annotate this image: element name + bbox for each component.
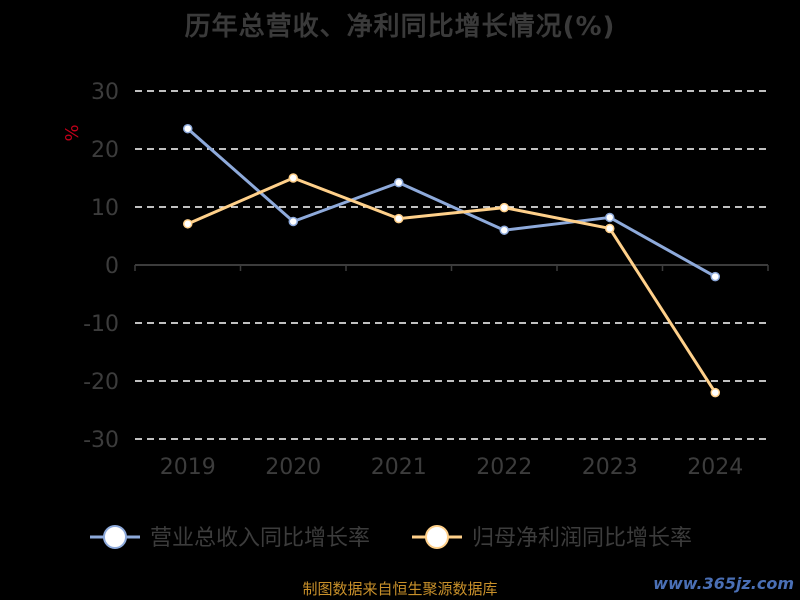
data-point bbox=[394, 213, 404, 224]
x-tick-label: 2023 bbox=[582, 455, 638, 480]
y-axis-label: % bbox=[62, 124, 83, 141]
data-point bbox=[499, 225, 509, 235]
legend-label: 营业总收入同比增长率 bbox=[150, 526, 370, 551]
x-axis: 2019 2020 2021 2022 2023 2024 bbox=[134, 264, 769, 480]
x-tick-label: 2021 bbox=[371, 455, 427, 480]
y-tick-label: -20 bbox=[83, 370, 119, 395]
data-point bbox=[499, 202, 509, 213]
y-tick-label: -30 bbox=[83, 428, 119, 453]
y-axis-ticks: 30 20 10 0 -10 -20 -30 bbox=[83, 80, 119, 453]
series-line-2 bbox=[187, 176, 717, 394]
y-tick-label: 0 bbox=[105, 254, 119, 279]
y-tick-label: 30 bbox=[91, 80, 119, 105]
watermark-text: www.365jz.com bbox=[653, 574, 794, 593]
data-point bbox=[605, 212, 615, 223]
legend-label: 归母净利润同比增长率 bbox=[472, 526, 692, 551]
x-tick-label: 2020 bbox=[265, 455, 321, 480]
chart-title: 历年总营收、净利同比增长情况(%) bbox=[184, 12, 616, 42]
legend-marker bbox=[425, 525, 449, 549]
legend: 营业总收入同比增长率 归母净利润同比增长率 bbox=[90, 525, 692, 551]
data-point bbox=[288, 216, 298, 227]
data-point bbox=[288, 173, 298, 183]
series-line-1 bbox=[186, 127, 716, 278]
x-tick-label: 2019 bbox=[160, 455, 216, 480]
data-point bbox=[183, 123, 193, 134]
data-point bbox=[710, 387, 720, 398]
data-source-note: 制图数据来自恒生聚源数据库 bbox=[302, 580, 498, 598]
y-tick-label: 10 bbox=[91, 196, 119, 221]
legend-marker bbox=[103, 525, 127, 549]
x-tick-label: 2024 bbox=[687, 455, 743, 480]
data-point bbox=[394, 177, 404, 188]
y-tick-label: 20 bbox=[91, 138, 119, 163]
data-point bbox=[605, 223, 615, 234]
x-tick-label: 2022 bbox=[476, 455, 532, 480]
series-lines bbox=[183, 123, 720, 398]
data-point bbox=[710, 271, 720, 282]
y-tick-label: -10 bbox=[83, 312, 119, 337]
data-point bbox=[183, 219, 193, 229]
